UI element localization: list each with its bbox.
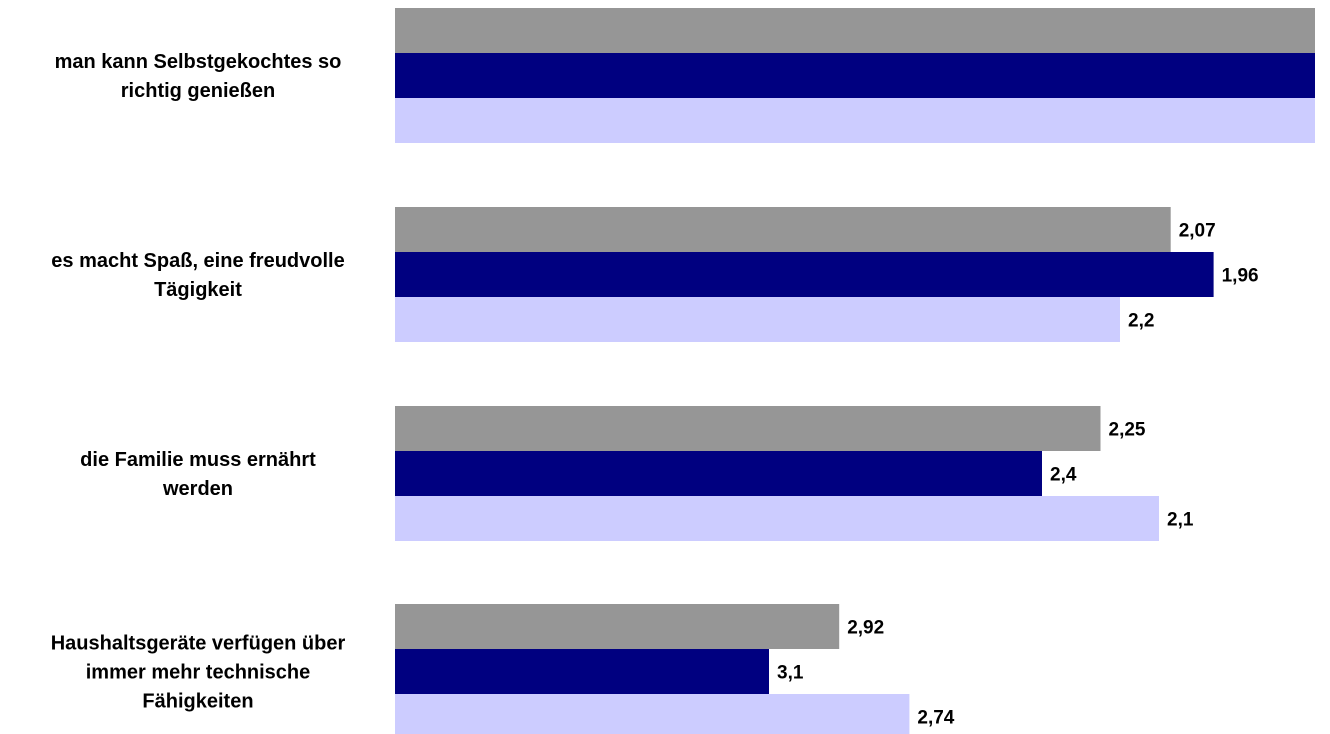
category-label-1: man kann Selbstgekochtes so richtig genie…	[55, 51, 342, 102]
bar-series-2-category-4	[395, 649, 769, 694]
bar-series-2-category-3	[395, 451, 1042, 496]
category-label-4: Haushaltsgeräte verfügen über immer mehr …	[51, 633, 346, 713]
bar-series-1-category-1	[395, 8, 1315, 53]
bar-series-1-category-3	[395, 406, 1101, 451]
bar-series-2-category-2	[395, 252, 1214, 297]
bar-series-3-category-3	[395, 496, 1159, 541]
data-label-series-3-category-4: 2,74	[917, 708, 954, 729]
bar-series-1-category-4	[395, 604, 840, 649]
bar-series-2-category-1	[395, 53, 1315, 98]
data-label-series-2-category-4: 3,1	[777, 663, 804, 684]
bar-series-1-category-2	[395, 207, 1171, 252]
data-label-series-3-category-3: 2,1	[1167, 510, 1194, 531]
data-label-series-1-category-2: 2,07	[1179, 221, 1216, 242]
bar-series-3-category-2	[395, 297, 1120, 342]
data-label-series-2-category-3: 2,4	[1050, 465, 1077, 486]
bar-series-3-category-4	[395, 694, 910, 734]
category-label-2: es macht Spaß, eine freudvolle Tägigkeit	[51, 250, 344, 301]
data-label-series-1-category-3: 2,25	[1109, 420, 1146, 441]
bar-series-3-category-1	[395, 98, 1315, 143]
category-label-3: die Familie muss ernährt werden	[80, 449, 316, 500]
data-label-series-2-category-2: 1,96	[1222, 266, 1259, 287]
data-label-series-3-category-2: 2,2	[1128, 311, 1154, 332]
data-label-series-1-category-4: 2,92	[847, 618, 884, 639]
